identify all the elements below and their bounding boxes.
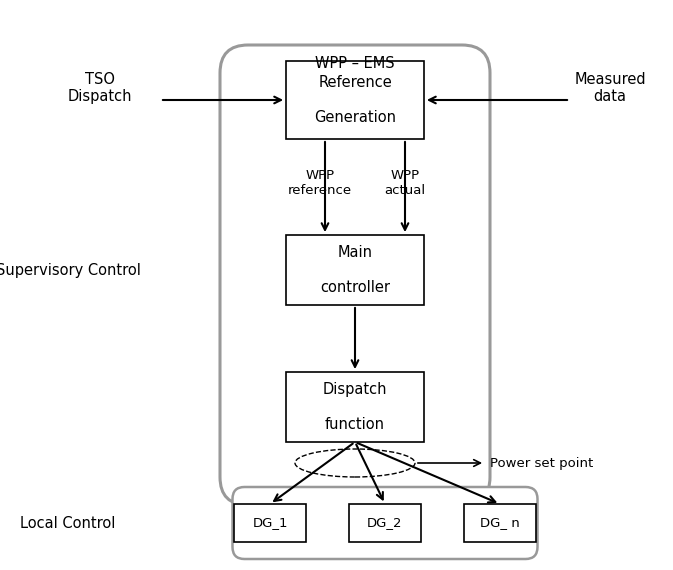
Text: Supervisory Control: Supervisory Control [0, 263, 141, 278]
Bar [234, 504, 306, 542]
Text: Power set point: Power set point [490, 457, 594, 470]
Text: DG_2: DG_2 [367, 516, 402, 530]
Text: WPP
reference: WPP reference [288, 169, 352, 197]
Text: Measured
data: Measured data [574, 72, 646, 104]
Bar [286, 235, 424, 305]
Text: TSO
Dispatch: TSO Dispatch [68, 72, 133, 104]
Bar [349, 504, 421, 542]
Bar [464, 504, 536, 542]
Text: Dispatch

function: Dispatch function [323, 382, 387, 432]
Text: Reference

Generation: Reference Generation [314, 75, 396, 125]
Text: DG_1: DG_1 [252, 516, 288, 530]
FancyBboxPatch shape [220, 45, 490, 505]
Text: Main

controller: Main controller [320, 245, 390, 295]
Bar [286, 372, 424, 442]
Bar [286, 61, 424, 139]
Text: WPP
actual: WPP actual [384, 169, 425, 197]
FancyBboxPatch shape [232, 487, 538, 559]
Text: Local Control: Local Control [20, 515, 116, 531]
Text: WPP – EMS: WPP – EMS [315, 55, 395, 71]
Text: DG_ n: DG_ n [480, 516, 520, 530]
